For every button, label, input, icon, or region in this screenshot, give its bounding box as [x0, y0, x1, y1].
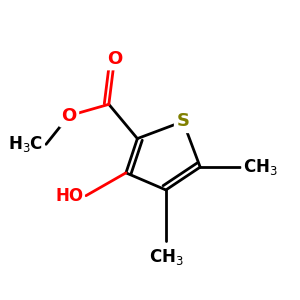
Text: S: S: [177, 112, 190, 130]
Text: O: O: [107, 50, 122, 68]
Text: CH$_3$: CH$_3$: [148, 247, 183, 267]
Text: CH$_3$: CH$_3$: [243, 157, 278, 177]
Text: O: O: [61, 107, 76, 125]
Text: HO: HO: [55, 187, 83, 205]
Text: H$_3$C: H$_3$C: [8, 134, 43, 154]
